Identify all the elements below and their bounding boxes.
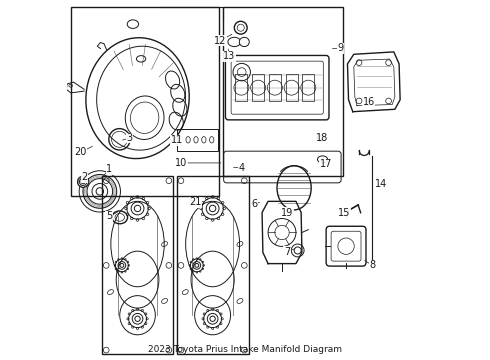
Bar (286, 74, 297, 102)
Bar (302, 74, 314, 102)
Text: 6: 6 (251, 199, 258, 209)
Text: 19: 19 (281, 208, 293, 218)
Ellipse shape (127, 20, 139, 28)
Text: 14: 14 (375, 179, 387, 189)
Text: 12: 12 (214, 36, 226, 45)
Text: 7: 7 (284, 247, 290, 257)
Text: 4: 4 (238, 163, 245, 172)
Circle shape (291, 244, 304, 257)
Bar (223, 8, 343, 176)
Bar (177, 129, 218, 151)
Text: 17: 17 (320, 159, 332, 169)
Text: 10: 10 (175, 158, 187, 168)
Circle shape (234, 21, 247, 34)
Ellipse shape (228, 37, 241, 46)
Text: 2023 Toyota Prius Intake Manifold Diagram: 2023 Toyota Prius Intake Manifold Diagra… (148, 345, 342, 354)
Circle shape (317, 134, 324, 141)
Circle shape (77, 176, 89, 188)
Bar (177, 176, 248, 354)
Text: 15: 15 (338, 208, 350, 218)
Text: 20: 20 (74, 147, 87, 157)
Text: 13: 13 (223, 51, 235, 61)
Text: 2: 2 (81, 172, 87, 182)
Text: 9: 9 (337, 43, 343, 53)
Bar (252, 74, 264, 102)
Polygon shape (347, 52, 400, 112)
Text: 1: 1 (106, 164, 112, 174)
Text: 16: 16 (363, 98, 375, 107)
Text: 5: 5 (106, 211, 112, 221)
Text: 21: 21 (189, 197, 201, 207)
Ellipse shape (239, 37, 249, 46)
Bar (269, 74, 281, 102)
Text: 8: 8 (369, 260, 375, 270)
Ellipse shape (318, 156, 328, 163)
Bar (71, 8, 220, 196)
Text: 11: 11 (171, 135, 183, 145)
Text: 18: 18 (317, 133, 329, 143)
Bar (102, 176, 173, 354)
Text: 3: 3 (126, 133, 132, 143)
Bar (235, 74, 247, 102)
FancyBboxPatch shape (326, 226, 366, 266)
